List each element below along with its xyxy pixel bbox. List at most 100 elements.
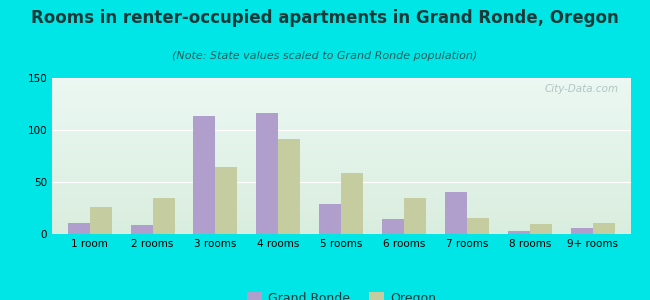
Bar xyxy=(52,89,630,91)
Bar xyxy=(52,92,630,94)
Bar xyxy=(52,150,630,151)
Bar xyxy=(52,161,630,162)
Bar xyxy=(52,186,630,187)
Bar xyxy=(382,219,404,234)
Bar xyxy=(52,173,630,175)
Bar xyxy=(52,140,630,142)
Bar xyxy=(52,164,630,165)
Bar xyxy=(52,148,630,150)
Bar xyxy=(341,172,363,234)
Bar xyxy=(52,147,630,148)
Bar xyxy=(52,162,630,164)
Bar xyxy=(52,178,630,179)
Bar xyxy=(52,201,630,203)
Bar xyxy=(90,207,112,234)
Bar xyxy=(52,200,630,201)
Bar xyxy=(52,139,630,140)
Bar xyxy=(52,218,630,220)
Bar xyxy=(52,206,630,208)
Bar xyxy=(52,169,630,170)
Legend: Grand Ronde, Oregon: Grand Ronde, Oregon xyxy=(242,287,441,300)
Bar xyxy=(52,215,630,217)
Bar xyxy=(52,98,630,100)
Bar xyxy=(256,113,278,234)
Bar xyxy=(52,217,630,218)
Bar xyxy=(52,203,630,204)
Bar xyxy=(52,232,630,234)
Bar xyxy=(52,126,630,128)
Bar xyxy=(52,225,630,226)
Bar xyxy=(216,167,237,234)
Bar xyxy=(52,104,630,106)
Bar xyxy=(52,165,630,167)
Bar xyxy=(52,133,630,134)
Bar xyxy=(52,204,630,206)
Bar xyxy=(52,103,630,104)
Bar xyxy=(52,192,630,194)
Bar xyxy=(52,187,630,189)
Bar xyxy=(194,116,216,234)
Bar xyxy=(52,86,630,87)
Bar xyxy=(52,117,630,118)
Bar xyxy=(52,221,630,223)
Bar xyxy=(52,80,630,81)
Bar xyxy=(404,198,426,234)
Bar xyxy=(52,208,630,209)
Bar xyxy=(467,218,489,234)
Bar xyxy=(52,189,630,190)
Bar xyxy=(52,109,630,111)
Bar xyxy=(52,114,630,116)
Bar xyxy=(52,159,630,161)
Bar xyxy=(52,116,630,117)
Bar xyxy=(52,83,630,84)
Bar xyxy=(52,182,630,184)
Bar xyxy=(52,167,630,169)
Bar xyxy=(52,122,630,123)
Bar xyxy=(52,136,630,137)
Bar xyxy=(52,158,630,159)
Bar xyxy=(52,134,630,136)
Bar xyxy=(52,106,630,108)
Bar xyxy=(52,151,630,153)
Bar xyxy=(52,172,630,173)
Bar xyxy=(52,212,630,214)
Bar xyxy=(68,223,90,234)
Bar xyxy=(52,176,630,178)
Bar xyxy=(52,137,630,139)
Bar xyxy=(153,198,175,234)
Bar xyxy=(52,196,630,198)
Bar xyxy=(131,225,153,234)
Bar xyxy=(52,94,630,95)
Bar xyxy=(52,231,630,232)
Bar xyxy=(52,181,630,182)
Bar xyxy=(52,194,630,195)
Bar xyxy=(571,228,593,234)
Bar xyxy=(52,143,630,145)
Bar xyxy=(52,81,630,83)
Bar xyxy=(52,131,630,133)
Bar xyxy=(52,220,630,221)
Bar xyxy=(445,192,467,234)
Text: Rooms in renter-occupied apartments in Grand Ronde, Oregon: Rooms in renter-occupied apartments in G… xyxy=(31,9,619,27)
Bar xyxy=(52,184,630,186)
Bar xyxy=(52,84,630,86)
Bar xyxy=(508,231,530,234)
Bar xyxy=(52,87,630,89)
Bar xyxy=(52,223,630,225)
Bar xyxy=(52,125,630,126)
Bar xyxy=(52,198,630,200)
Text: (Note: State values scaled to Grand Ronde population): (Note: State values scaled to Grand Rond… xyxy=(172,51,478,61)
Bar xyxy=(52,154,630,156)
Bar xyxy=(52,130,630,131)
Bar xyxy=(52,91,630,92)
Bar xyxy=(52,95,630,97)
Bar xyxy=(52,214,630,215)
Text: City-Data.com: City-Data.com xyxy=(545,84,619,94)
Bar xyxy=(52,120,630,122)
Bar xyxy=(52,179,630,181)
Bar xyxy=(52,190,630,192)
Bar xyxy=(52,229,630,231)
Bar xyxy=(52,175,630,176)
Bar xyxy=(52,97,630,98)
Bar xyxy=(52,112,630,114)
